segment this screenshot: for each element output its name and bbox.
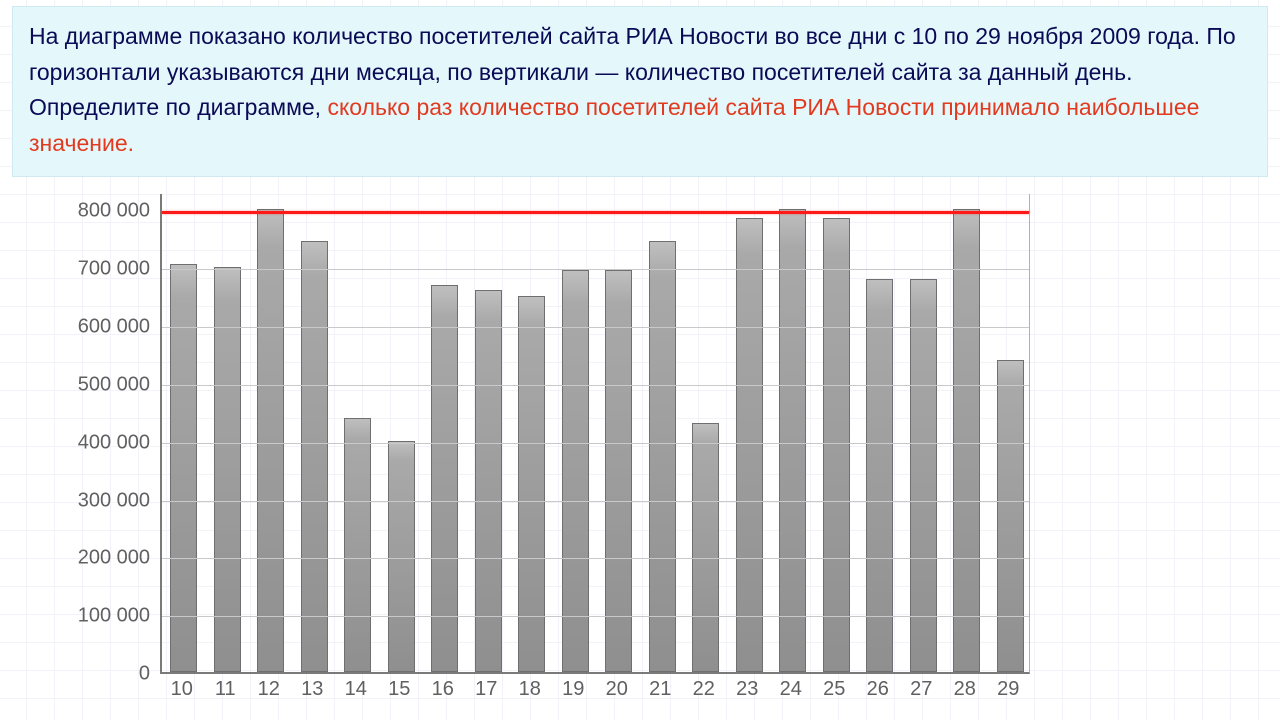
bar <box>301 241 328 672</box>
gridline <box>162 616 1029 617</box>
x-tick-label: 19 <box>562 678 584 701</box>
bar <box>388 441 415 672</box>
y-tick-label: 0 <box>10 663 150 686</box>
y-tick-label: 800 000 <box>10 200 150 223</box>
max-reference-line <box>162 211 1029 214</box>
x-tick-label: 22 <box>693 678 715 701</box>
bars-container <box>162 194 1029 672</box>
x-tick-label: 28 <box>954 678 976 701</box>
x-tick-label: 25 <box>823 678 845 701</box>
y-tick-label: 500 000 <box>10 373 150 396</box>
x-tick-label: 29 <box>997 678 1019 701</box>
bar <box>953 209 980 672</box>
gridline <box>162 501 1029 502</box>
question-banner: На диаграмме показано количество посетит… <box>12 6 1268 177</box>
bar <box>997 360 1024 672</box>
bar <box>649 241 676 672</box>
bar <box>736 218 763 672</box>
y-tick-label: 300 000 <box>10 489 150 512</box>
x-tick-label: 26 <box>867 678 889 701</box>
bar <box>475 290 502 672</box>
plot-area <box>160 194 1030 674</box>
x-tick-label: 10 <box>171 678 193 701</box>
bar <box>431 285 458 672</box>
bar <box>344 418 371 672</box>
bar <box>692 423 719 672</box>
x-tick-label: 27 <box>910 678 932 701</box>
x-tick-label: 16 <box>432 678 454 701</box>
gridline <box>162 443 1029 444</box>
bar <box>562 270 589 672</box>
x-tick-label: 24 <box>780 678 802 701</box>
gridline <box>162 385 1029 386</box>
gridline <box>162 327 1029 328</box>
bar <box>257 209 284 672</box>
bar <box>866 279 893 672</box>
x-tick-label: 13 <box>301 678 323 701</box>
y-tick-label: 400 000 <box>10 431 150 454</box>
bar <box>779 209 806 672</box>
y-tick-label: 600 000 <box>10 316 150 339</box>
x-tick-label: 17 <box>475 678 497 701</box>
y-tick-label: 200 000 <box>10 547 150 570</box>
x-tick-label: 23 <box>736 678 758 701</box>
x-axis-labels: 10 11 12 13 14 15 16 17 18 19 20 21 22 23 24 25 26 27 28 29 <box>160 678 1030 704</box>
x-tick-label: 14 <box>345 678 367 701</box>
gridline <box>162 558 1029 559</box>
bar <box>823 218 850 672</box>
bar <box>605 270 632 672</box>
bar <box>910 279 937 672</box>
y-tick-label: 700 000 <box>10 258 150 281</box>
gridline <box>162 269 1029 270</box>
bar-chart: 0 100 000 200 000 300 000 400 000 500 000 600 … <box>10 188 1040 708</box>
x-tick-label: 18 <box>519 678 541 701</box>
y-tick-label: 100 000 <box>10 605 150 628</box>
bar <box>170 264 197 672</box>
x-tick-label: 20 <box>606 678 628 701</box>
x-tick-label: 21 <box>649 678 671 701</box>
x-tick-label: 12 <box>258 678 280 701</box>
x-tick-label: 15 <box>388 678 410 701</box>
x-tick-label: 11 <box>215 678 236 701</box>
